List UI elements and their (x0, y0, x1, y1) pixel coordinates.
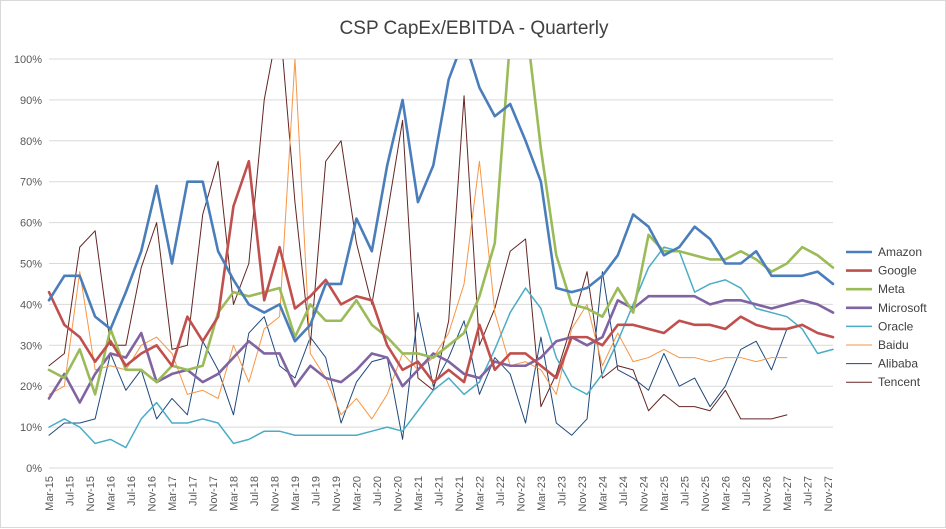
x-tick-label: Nov-18 (269, 476, 281, 511)
x-tick-label: Nov-23 (577, 476, 589, 511)
x-tick-label: Mar-25 (659, 476, 671, 511)
legend-label: Oracle (878, 319, 914, 333)
x-tick-label: Nov-17 (208, 476, 220, 511)
y-tick-label: 20% (20, 381, 42, 393)
y-tick-label: 90% (20, 95, 42, 107)
series-line-amazon (47, 59, 835, 343)
y-tick-label: 60% (20, 218, 42, 230)
series-line-meta (47, 59, 835, 396)
x-tick-label: Jul-23 (556, 476, 568, 506)
x-tick-label: Nov-24 (638, 476, 650, 511)
series-line-oracle (48, 246, 834, 449)
y-tick-label: 80% (20, 136, 42, 148)
y-tick-label: 70% (20, 177, 42, 189)
x-tick-label: Jul-27 (802, 476, 814, 506)
y-tick-label: 100% (14, 54, 42, 66)
y-tick-label: 40% (20, 299, 42, 311)
x-tick-label: Jul-19 (310, 476, 322, 506)
x-tick-label: Nov-27 (823, 476, 835, 511)
chart-title: CSP CapEx/EBITDA - Quarterly (340, 18, 609, 39)
legend-label: Meta (878, 282, 905, 296)
x-tick-label: Mar-15 (44, 476, 56, 511)
x-tick-label: Jul-22 (495, 476, 507, 506)
series-line-alibaba (48, 271, 788, 440)
series-line-google (47, 159, 835, 384)
x-tick-label: Jul-17 (187, 476, 199, 506)
y-tick-label: 50% (20, 259, 42, 271)
x-tick-label: Nov-19 (331, 476, 343, 511)
x-tick-label: Mar-19 (290, 476, 302, 511)
x-tick-label: Mar-27 (782, 476, 794, 511)
x-tick-label: Jul-20 (372, 476, 384, 506)
x-tick-label: Mar-18 (228, 476, 240, 511)
x-tick-label: Jul-26 (741, 476, 753, 506)
y-tick-label: 30% (20, 340, 42, 352)
legend-label: Tencent (878, 375, 921, 389)
x-tick-label: Nov-15 (85, 476, 97, 511)
x-tick-label: Mar-17 (167, 476, 179, 511)
y-tick-label: 0% (26, 463, 42, 475)
x-tick-label: Mar-23 (536, 476, 548, 511)
x-tick-label: Mar-24 (597, 476, 609, 511)
x-tick-label: Mar-21 (413, 476, 425, 511)
series-line-tencent (48, 59, 788, 420)
x-tick-label: Jul-16 (126, 476, 138, 506)
series-lines (47, 59, 835, 449)
series-line-microsoft (47, 294, 835, 404)
legend-label: Microsoft (878, 301, 927, 315)
x-tick-label: Nov-16 (146, 476, 158, 511)
x-tick-label: Nov-22 (515, 476, 527, 511)
x-tick-label: Nov-26 (761, 476, 773, 511)
y-axis-tick-labels: 0% 10% 20% 30% 40% 50% 60% 70% 80% 90% 100% (14, 54, 42, 475)
x-tick-label: Nov-21 (454, 476, 466, 511)
legend-label: Amazon (878, 245, 922, 259)
x-tick-label: Mar-16 (105, 476, 117, 511)
x-tick-label: Mar-20 (351, 476, 363, 511)
series-line-baidu (48, 59, 788, 420)
x-tick-label: Jul-25 (679, 476, 691, 506)
x-tick-label: Mar-26 (720, 476, 732, 511)
legend-label: Google (878, 264, 917, 278)
x-tick-label: Jul-15 (64, 476, 76, 506)
legend-label: Alibaba (878, 357, 918, 371)
x-tick-label: Nov-25 (700, 476, 712, 511)
x-tick-label: Mar-22 (474, 476, 486, 511)
x-tick-label: Jul-24 (618, 476, 630, 506)
y-tick-label: 10% (20, 422, 42, 434)
legend: Amazon Google Meta Microsoft Oracle Baidu Alib… (846, 245, 927, 389)
x-tick-label: Jul-21 (433, 476, 445, 506)
legend-label: Baidu (878, 338, 909, 352)
x-tick-label: Nov-20 (392, 476, 404, 511)
x-tick-label: Jul-18 (249, 476, 261, 506)
x-axis-tick-labels: Mar-15 Jul-15 Nov-15 Mar-16 Jul-16 Nov-16 Mar-… (44, 476, 835, 511)
